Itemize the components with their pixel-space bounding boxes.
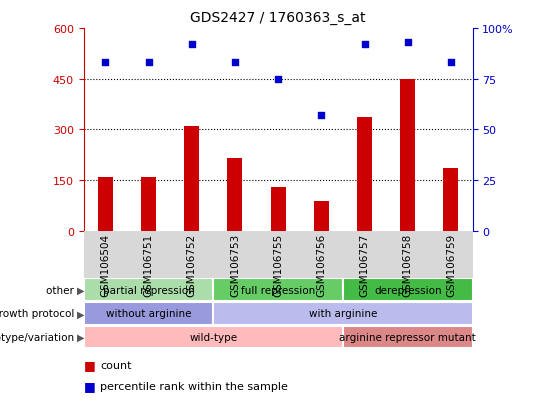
- Text: GSM106752: GSM106752: [187, 234, 197, 297]
- Bar: [184, 127, 199, 231]
- Text: partial repression: partial repression: [103, 285, 194, 295]
- Text: GSM106755: GSM106755: [273, 234, 283, 297]
- Text: ■: ■: [84, 379, 96, 392]
- Text: percentile rank within the sample: percentile rank within the sample: [100, 381, 288, 391]
- Text: full repression: full repression: [241, 285, 315, 295]
- Bar: [213, 279, 343, 301]
- Text: derepression: derepression: [374, 285, 442, 295]
- Point: [101, 60, 110, 66]
- Text: ▶: ▶: [77, 285, 85, 295]
- Bar: [357, 117, 372, 231]
- Bar: [84, 326, 343, 349]
- Bar: [343, 279, 472, 301]
- Text: genotype/variation: genotype/variation: [0, 332, 77, 342]
- Bar: [400, 79, 415, 231]
- Point: [403, 40, 412, 46]
- Point: [144, 60, 153, 66]
- Point: [187, 42, 196, 48]
- Text: count: count: [100, 360, 131, 370]
- Bar: [84, 279, 213, 301]
- Bar: [443, 169, 458, 231]
- Text: GSM106751: GSM106751: [144, 234, 153, 297]
- Text: growth protocol: growth protocol: [0, 309, 77, 319]
- Text: ■: ■: [84, 358, 96, 372]
- Bar: [271, 188, 286, 231]
- Text: ▶: ▶: [77, 332, 85, 342]
- Text: GSM106757: GSM106757: [360, 234, 369, 297]
- Title: GDS2427 / 1760363_s_at: GDS2427 / 1760363_s_at: [191, 11, 366, 25]
- Text: without arginine: without arginine: [106, 309, 191, 319]
- Text: wild-type: wild-type: [189, 332, 238, 342]
- Text: GSM106753: GSM106753: [230, 234, 240, 297]
- Point: [447, 60, 455, 66]
- Bar: [213, 302, 472, 325]
- Text: GSM106758: GSM106758: [403, 234, 413, 297]
- Bar: [314, 202, 329, 231]
- Bar: [227, 159, 242, 231]
- Text: GSM106756: GSM106756: [316, 234, 326, 297]
- Point: [231, 60, 239, 66]
- Text: ▶: ▶: [77, 309, 85, 319]
- Bar: [141, 178, 156, 231]
- Text: arginine repressor mutant: arginine repressor mutant: [339, 332, 476, 342]
- Point: [274, 76, 282, 83]
- Text: other: other: [46, 285, 77, 295]
- Point: [317, 113, 326, 119]
- Bar: [343, 326, 472, 349]
- Bar: [84, 302, 213, 325]
- Text: GSM106504: GSM106504: [100, 234, 110, 297]
- Text: with arginine: with arginine: [309, 309, 377, 319]
- Point: [360, 42, 369, 48]
- Bar: [98, 177, 113, 231]
- Text: GSM106759: GSM106759: [446, 234, 456, 297]
